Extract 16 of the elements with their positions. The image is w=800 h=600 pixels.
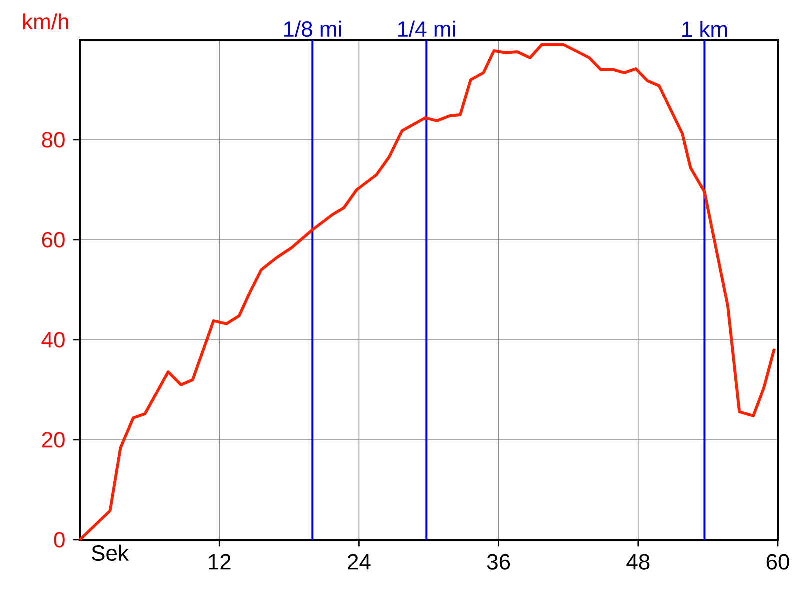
y-tick-label: 40	[42, 332, 65, 348]
y-tick-label: 0	[54, 532, 65, 548]
y-axis-title: km/h	[24, 14, 68, 30]
x-tick-label: 36	[487, 554, 510, 570]
ref-line-label: 1/4 mi	[398, 20, 456, 38]
x-tick-label: 60	[766, 554, 790, 570]
x-tick-label: 48	[626, 554, 650, 570]
x-tick-label: 24	[348, 554, 371, 570]
line-series	[78, 44, 776, 542]
ref-line-label: 1/8 mi	[284, 20, 342, 38]
y-tick-label: 80	[42, 132, 65, 148]
x-axis-title: Sek	[92, 544, 130, 562]
x-tick-label: 12	[209, 554, 231, 570]
y-tick-label: 20	[42, 432, 65, 448]
ref-line-label: 1 km	[682, 21, 728, 38]
y-tick-label: 60	[42, 232, 65, 248]
